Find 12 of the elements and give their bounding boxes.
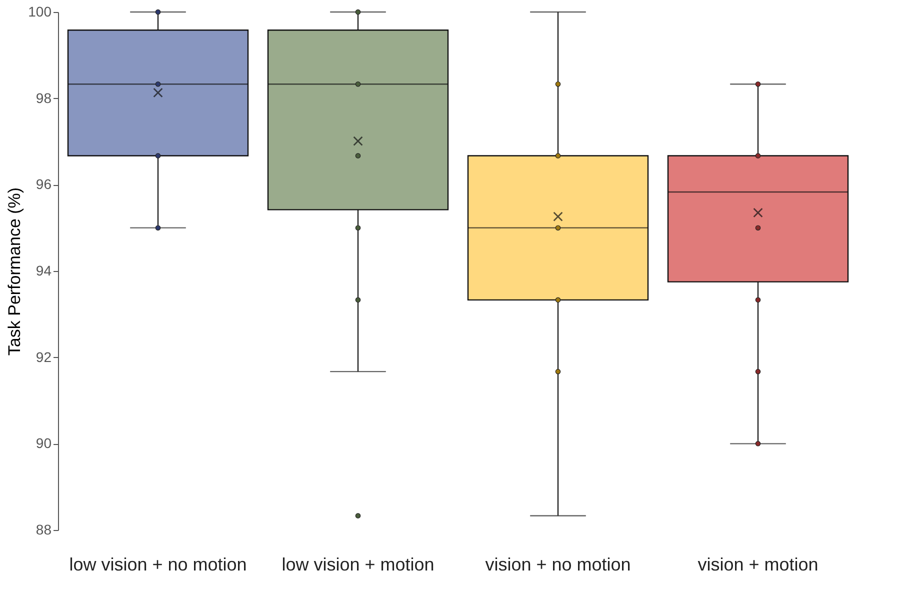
- x-tick-label: vision + motion: [698, 554, 818, 574]
- y-tick-label: 92: [36, 348, 52, 365]
- x-tick-label: low vision + motion: [282, 554, 434, 574]
- y-tick-label: 94: [36, 262, 52, 278]
- y-tick-label: 96: [36, 176, 52, 192]
- x-tick-label: vision + no motion: [485, 554, 631, 574]
- y-tick-label: 90: [36, 435, 52, 452]
- y-tick-label: 88: [36, 522, 52, 538]
- y-axis-title: Task Performance (%): [5, 187, 24, 356]
- x-tick-label: low vision + no motion: [69, 554, 247, 574]
- y-tick-label: 98: [36, 90, 52, 106]
- y-tick-label: 100: [28, 4, 52, 20]
